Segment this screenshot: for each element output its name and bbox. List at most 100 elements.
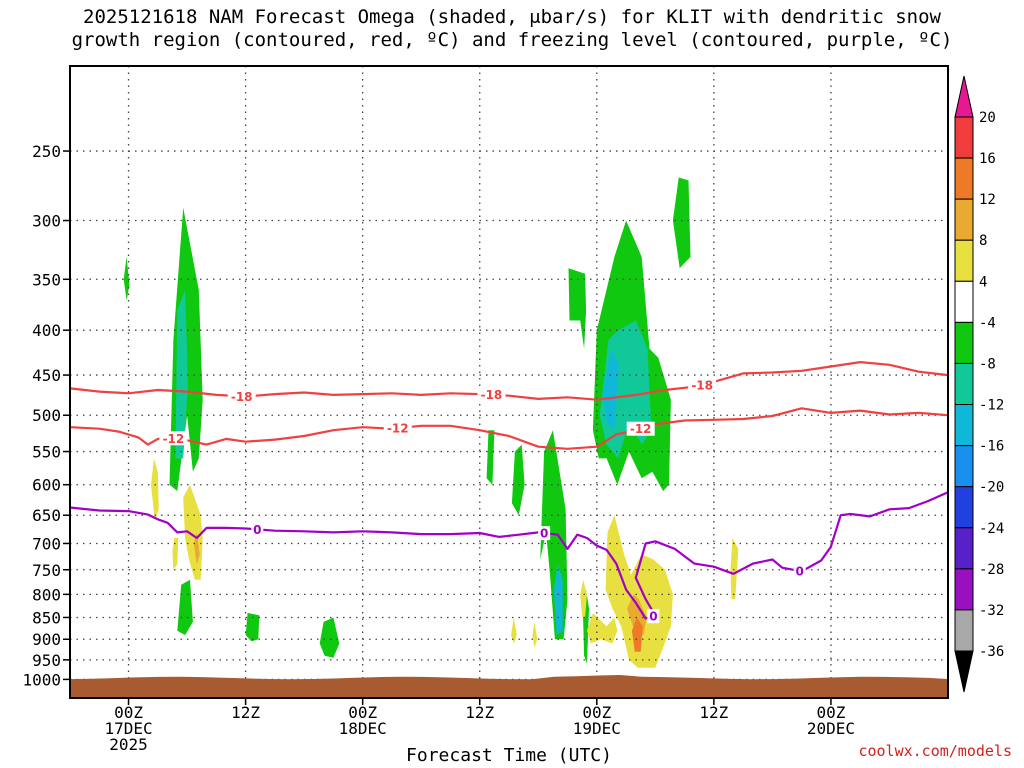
x-tick-label-12-0: 12Z — [231, 703, 260, 722]
colorbar-label-3: 8 — [979, 233, 987, 249]
site-credit[interactable]: coolwx.com/models — [858, 742, 1012, 760]
omega-region-20 — [511, 617, 517, 644]
x-tick-label-0-2: 2025 — [109, 735, 148, 754]
colorbar-swatch-6 — [954, 362, 974, 406]
omega-region-14 — [602, 348, 620, 431]
contour-label-0-2: 0 — [649, 610, 657, 624]
y-tick-label-650: 650 — [32, 506, 61, 525]
omega-region-5 — [319, 617, 340, 658]
colorbar-label-2: 12 — [979, 192, 996, 208]
y-tick-label-950: 950 — [32, 651, 61, 670]
contour-label-0-3: 0 — [796, 564, 804, 578]
contour-label-bg — [159, 431, 188, 446]
contour-label--18-2: -18 — [691, 378, 713, 392]
contour-label-bg — [383, 421, 412, 436]
ground-fill — [70, 675, 948, 698]
contour-label--18-0: -18 — [231, 390, 253, 404]
contour-label-bg — [538, 526, 551, 541]
colorbar-swatch-2 — [954, 198, 974, 241]
colorbar-label-7: -12 — [979, 398, 1004, 414]
colorbar-swatch-3 — [954, 239, 974, 282]
x-tick-label-72-0: 00Z — [816, 703, 845, 722]
y-tick-label-600: 600 — [32, 476, 61, 495]
x-tick-label-0-1: 17DEC — [104, 719, 152, 738]
x-axis-label: Forecast Time (UTC) — [406, 745, 612, 766]
omega-region-10 — [568, 268, 587, 349]
colorbar-swatch-0 — [954, 116, 974, 159]
chart-title: 2025121618 NAM Forecast Omega (shaded, μ… — [0, 6, 1024, 52]
omega-region-7 — [511, 444, 525, 516]
omega-region-9 — [553, 564, 563, 635]
omega-region-21 — [532, 621, 538, 648]
colorbar-label-1: 16 — [979, 151, 996, 167]
colorbar-label-10: -24 — [979, 521, 1004, 537]
y-tick-label-350: 350 — [32, 270, 61, 289]
contour-label-bg — [626, 421, 655, 436]
omega-region-3 — [177, 579, 193, 635]
contour-label--12-1: -12 — [387, 422, 409, 436]
contour-label-bg — [477, 387, 506, 402]
omega-region-22 — [580, 579, 587, 618]
contour-label-bg — [251, 522, 264, 537]
y-tick-label-700: 700 — [32, 534, 61, 553]
contour-label--12-0: -12 — [163, 432, 185, 446]
plot-border — [69, 65, 949, 699]
colorbar-swatch-1 — [954, 157, 974, 200]
colorbar-label-11: -28 — [979, 562, 1004, 578]
omega-region-16 — [151, 458, 159, 521]
y-tick-label-500: 500 — [32, 406, 61, 425]
colorbar-label-5: -4 — [979, 315, 996, 331]
x-tick-label-24-0: 00Z — [348, 703, 377, 722]
y-tick-label-850: 850 — [32, 608, 61, 627]
colorbar-swatch-11 — [954, 568, 974, 611]
colorbar-top-arrow — [954, 75, 974, 118]
colorbar-label-9: -20 — [979, 480, 1004, 496]
x-tick-label-36-0: 12Z — [465, 703, 494, 722]
plot-frame — [70, 66, 948, 698]
colorbar-swatch-10 — [954, 527, 974, 570]
colorbar-bottom-arrow — [954, 650, 974, 693]
contour-label-bg — [227, 389, 256, 404]
omega-region-23 — [587, 613, 618, 644]
colorbar-swatch-8 — [954, 445, 974, 488]
grid-lines — [70, 66, 948, 698]
colorbar-label-12: -32 — [979, 603, 1004, 619]
omega-region-24 — [605, 515, 673, 668]
y-tick-label-800: 800 — [32, 585, 61, 604]
omega-region-15 — [672, 177, 691, 269]
omega-region-2 — [175, 290, 188, 459]
contour-labels: -18 -18 -18 -12 -12 -12 0 0 0 0 — [159, 377, 806, 624]
y-tick-label-300: 300 — [32, 212, 61, 231]
contour-label-bg — [647, 609, 660, 624]
y-tick-label-400: 400 — [32, 321, 61, 340]
colorbar-swatch-12 — [954, 609, 974, 652]
y-tick-label-750: 750 — [32, 561, 61, 580]
colorbar-label-13: -36 — [979, 644, 1004, 660]
omega-region-17 — [172, 538, 179, 570]
ground-terrain — [70, 675, 948, 698]
omega-region-19 — [193, 532, 200, 565]
colorbar-swatch-9 — [954, 486, 974, 529]
y-tick-label-450: 450 — [32, 366, 61, 385]
title-line-1: 2025121618 NAM Forecast Omega (shaded, μ… — [83, 6, 941, 28]
omega-region-0 — [123, 256, 130, 301]
y-axis: 250 300 350 400 450 500 550 600 650 700 750 800 850 9… — [22, 142, 70, 689]
x-tick-label-60-0: 12Z — [699, 703, 728, 722]
y-tick-label-550: 550 — [32, 443, 61, 462]
contour-label-bg — [793, 563, 806, 578]
y-tick-label-900: 900 — [32, 630, 61, 649]
omega-region-4 — [245, 613, 260, 642]
colorbar-swatch-5 — [954, 321, 974, 364]
x-tick-label-0-0: 00Z — [114, 703, 143, 722]
contour-label-0-0: 0 — [253, 523, 261, 537]
colorbar-label-0: 20 — [979, 110, 996, 126]
x-tick-label-24-1: 18DEC — [339, 719, 387, 738]
contour--18 — [69, 361, 949, 401]
omega-region-6 — [486, 430, 495, 485]
y-tick-label-250: 250 — [32, 142, 61, 161]
colorbar: 20 16 12 8 4 -4 -8 -12 -16 -20 -24 -28 -32 -36 — [954, 75, 1004, 693]
title-line-2: growth region (contoured, red, ºC) and f… — [71, 29, 953, 51]
x-tick-label-72-1: 20DEC — [807, 719, 855, 738]
omega-region-26 — [631, 617, 643, 652]
